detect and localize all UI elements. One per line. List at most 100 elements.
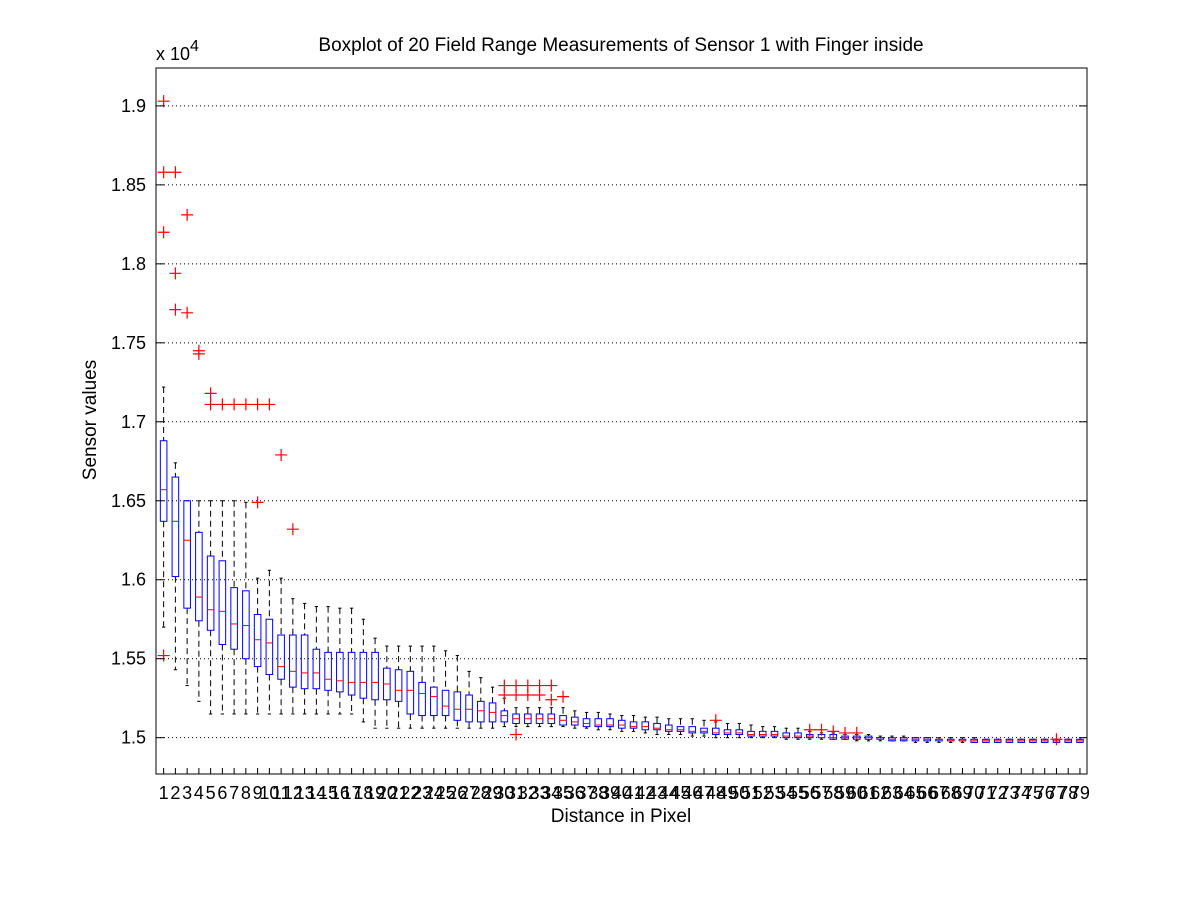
y-tick-label: 1.8: [121, 254, 146, 274]
box: [242, 590, 250, 660]
box: [782, 732, 791, 739]
x-tick-label: 42: [635, 783, 655, 803]
y-tick-label: 1.85: [111, 175, 146, 195]
outlier-marker: [286, 523, 299, 536]
x-tick-label: 54: [776, 783, 796, 803]
x-tick-label: 16: [330, 783, 350, 803]
box: [500, 710, 509, 723]
box: [582, 718, 591, 728]
outlier-marker: [181, 208, 194, 221]
box: [253, 613, 262, 668]
box: [629, 721, 638, 729]
x-tick-label: 52: [753, 783, 773, 803]
outlier-marker: [498, 689, 511, 702]
outlier-marker: [157, 226, 170, 239]
outlier-marker: [557, 690, 570, 703]
x-tick-label: 8: [241, 783, 251, 803]
y-multiplier-label: x 104: [156, 38, 199, 64]
box: [277, 634, 285, 680]
x-tick-label: 70: [964, 783, 984, 803]
box: [441, 689, 450, 717]
box: [159, 440, 168, 522]
outlier-marker: [838, 726, 851, 739]
outlier-marker: [275, 448, 288, 461]
outlier-marker: [521, 689, 534, 702]
x-tick-label: 33: [530, 783, 550, 803]
x-tick-label: 29: [483, 783, 503, 803]
x-tick-label: 77: [1046, 783, 1066, 803]
x-tick-label: 43: [647, 783, 667, 803]
outlier-marker: [251, 496, 264, 509]
y-tick-label: 1.6: [121, 570, 146, 590]
x-tick-label: 59: [835, 783, 855, 803]
y-tick-label: 1.65: [111, 491, 146, 511]
x-tick-label: 75: [1023, 783, 1043, 803]
x-tick-label: 20: [377, 783, 397, 803]
x-tick-label: 25: [436, 783, 456, 803]
box: [230, 587, 238, 650]
x-tick-label: 23: [412, 783, 432, 803]
box: [171, 476, 180, 578]
x-tick-label: 63: [882, 783, 902, 803]
box: [265, 618, 274, 675]
x-tick-label: 35: [553, 783, 573, 803]
outlier-marker: [157, 166, 170, 179]
outlier-marker: [545, 693, 558, 706]
x-tick-label: 10: [259, 783, 279, 803]
x-tick-label: 65: [905, 783, 925, 803]
x-tick-label: 58: [823, 783, 843, 803]
box: [195, 531, 203, 622]
x-tick-label: 44: [659, 783, 679, 803]
box: [206, 555, 215, 631]
x-tick-label: 9: [253, 783, 263, 803]
x-tick-label: 6: [217, 783, 227, 803]
x-tick-label: 24: [424, 783, 444, 803]
x-tick-label: 76: [1035, 783, 1055, 803]
x-tick-label: 68: [941, 783, 961, 803]
outlier-marker: [850, 726, 863, 739]
boxes-layer: [157, 95, 1084, 746]
box: [664, 724, 673, 732]
x-tick-label: 71: [976, 783, 996, 803]
x-tick-label: 78: [1058, 783, 1078, 803]
box: [676, 726, 685, 732]
x-tick-label: 7: [229, 783, 239, 803]
x-tick-label: 55: [788, 783, 808, 803]
box: [394, 669, 403, 702]
outlier-marker: [709, 714, 722, 727]
outlier-marker: [204, 387, 217, 400]
x-tick-label: 61: [858, 783, 878, 803]
x-tick-label: 12: [283, 783, 303, 803]
ticks-layer: 1.51.551.61.651.71.751.81.851.91 2 3 4 5 6 7 8 9…: [111, 96, 1090, 803]
x-tick-label: 51: [741, 783, 761, 803]
box: [606, 718, 614, 728]
x-tick-label: 72: [988, 783, 1008, 803]
box: [453, 691, 462, 721]
outlier-marker: [169, 267, 182, 280]
x-tick-label: 2: [170, 783, 180, 803]
x-tick-label: 69: [952, 783, 972, 803]
outlier-marker: [803, 723, 816, 736]
box: [324, 651, 332, 691]
box: [359, 651, 368, 699]
box: [347, 651, 356, 696]
box: [418, 681, 426, 717]
x-tick-label: 37: [577, 783, 597, 803]
x-tick-label: 31: [506, 783, 526, 803]
box: [653, 722, 661, 731]
x-tick-label: 66: [917, 783, 937, 803]
x-tick-label: 57: [811, 783, 831, 803]
outlier-marker: [510, 689, 523, 702]
x-tick-label: 34: [541, 783, 561, 803]
outlier-marker: [815, 723, 828, 736]
x-tick-label: 56: [800, 783, 820, 803]
box: [747, 730, 755, 737]
outlier-marker: [1050, 733, 1063, 746]
box: [312, 648, 321, 690]
box: [594, 718, 603, 728]
box: [711, 727, 720, 736]
x-tick-label: 53: [764, 783, 784, 803]
y-multiplier-exponent: 4: [190, 38, 199, 55]
x-tick-label: 41: [624, 783, 644, 803]
